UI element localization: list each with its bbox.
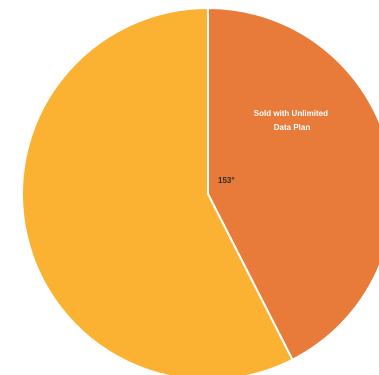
pie-slice-1 bbox=[21, 6, 294, 375]
slice-label-unlimited-data-plan: Sold with Unlimited Data Plan bbox=[254, 109, 330, 132]
pie-slice-0 bbox=[207, 6, 379, 362]
angle-annotation: 153° bbox=[218, 176, 235, 185]
pie-slices bbox=[21, 6, 379, 375]
